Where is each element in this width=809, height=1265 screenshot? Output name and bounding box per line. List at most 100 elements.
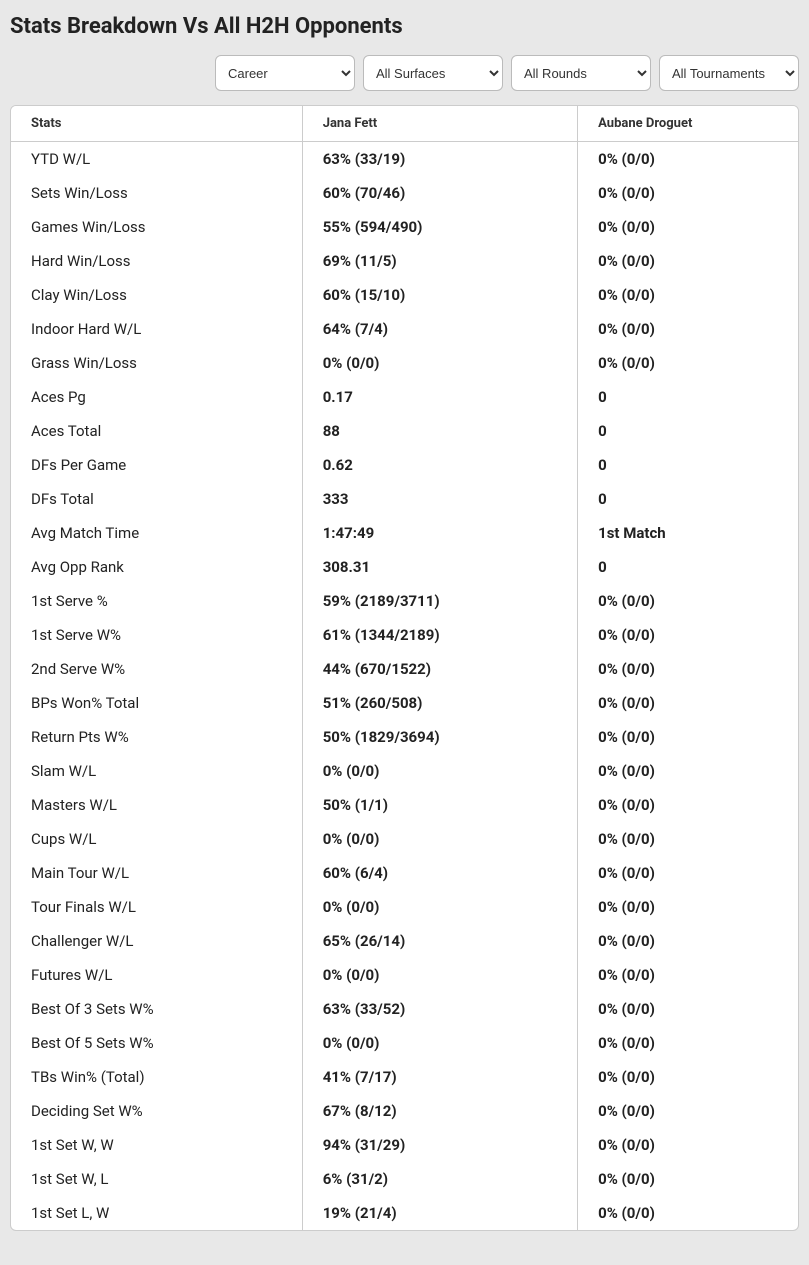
stat-player2-value: 0% (0/0): [578, 652, 798, 686]
table-row: Clay Win/Loss60% (15/10)0% (0/0): [11, 278, 798, 312]
table-row: 2nd Serve W%44% (670/1522)0% (0/0): [11, 652, 798, 686]
table-row: Slam W/L0% (0/0)0% (0/0): [11, 754, 798, 788]
stat-player1-value: 94% (31/29): [302, 1128, 577, 1162]
stat-label: Best Of 5 Sets W%: [11, 1026, 302, 1060]
table-row: 1st Set L, W19% (21/4)0% (0/0): [11, 1196, 798, 1230]
stat-player2-value: 0% (0/0): [578, 346, 798, 380]
stat-label: Games Win/Loss: [11, 210, 302, 244]
stats-table-card: Stats Jana Fett Aubane Droguet YTD W/L63…: [10, 105, 799, 1231]
stat-player2-value: 0% (0/0): [578, 1094, 798, 1128]
stat-player1-value: 60% (6/4): [302, 856, 577, 890]
filter-rounds-select[interactable]: All Rounds: [511, 55, 651, 91]
table-row: DFs Total3330: [11, 482, 798, 516]
stat-player1-value: 1:47:49: [302, 516, 577, 550]
stat-label: 1st Set L, W: [11, 1196, 302, 1230]
table-row: Masters W/L50% (1/1)0% (0/0): [11, 788, 798, 822]
stat-player1-value: 63% (33/52): [302, 992, 577, 1026]
filter-career-select[interactable]: Career: [215, 55, 355, 91]
stat-player1-value: 0% (0/0): [302, 822, 577, 856]
stat-label: Cups W/L: [11, 822, 302, 856]
table-row: Challenger W/L65% (26/14)0% (0/0): [11, 924, 798, 958]
stat-player2-value: 0% (0/0): [578, 244, 798, 278]
stat-label: Clay Win/Loss: [11, 278, 302, 312]
stat-label: DFs Per Game: [11, 448, 302, 482]
stat-player2-value: 0% (0/0): [578, 686, 798, 720]
stat-player1-value: 69% (11/5): [302, 244, 577, 278]
header-player1: Jana Fett: [302, 106, 577, 142]
header-player2: Aubane Droguet: [578, 106, 798, 142]
stat-player1-value: 6% (31/2): [302, 1162, 577, 1196]
table-row: Main Tour W/L60% (6/4)0% (0/0): [11, 856, 798, 890]
stat-player2-value: 0: [578, 414, 798, 448]
stat-label: Grass Win/Loss: [11, 346, 302, 380]
stat-player1-value: 19% (21/4): [302, 1196, 577, 1230]
stat-label: 1st Set W, W: [11, 1128, 302, 1162]
stat-label: Masters W/L: [11, 788, 302, 822]
table-row: Tour Finals W/L0% (0/0)0% (0/0): [11, 890, 798, 924]
table-row: Grass Win/Loss0% (0/0)0% (0/0): [11, 346, 798, 380]
stat-label: Main Tour W/L: [11, 856, 302, 890]
filter-surface-select[interactable]: All Surfaces: [363, 55, 503, 91]
stat-player1-value: 0% (0/0): [302, 754, 577, 788]
table-row: Games Win/Loss55% (594/490)0% (0/0): [11, 210, 798, 244]
stat-label: Challenger W/L: [11, 924, 302, 958]
stat-label: 1st Serve %: [11, 584, 302, 618]
table-row: 1st Serve %59% (2189/3711)0% (0/0): [11, 584, 798, 618]
stat-player2-value: 0% (0/0): [578, 278, 798, 312]
stat-player1-value: 44% (670/1522): [302, 652, 577, 686]
stat-player2-value: 0: [578, 380, 798, 414]
stat-player2-value: 0% (0/0): [578, 1060, 798, 1094]
stat-player1-value: 333: [302, 482, 577, 516]
table-row: DFs Per Game0.620: [11, 448, 798, 482]
stat-player1-value: 0.17: [302, 380, 577, 414]
table-row: Best Of 5 Sets W%0% (0/0)0% (0/0): [11, 1026, 798, 1060]
table-row: 1st Set W, L6% (31/2)0% (0/0): [11, 1162, 798, 1196]
stat-label: Slam W/L: [11, 754, 302, 788]
stat-label: Best Of 3 Sets W%: [11, 992, 302, 1026]
stat-player1-value: 60% (15/10): [302, 278, 577, 312]
stat-player1-value: 55% (594/490): [302, 210, 577, 244]
stat-player2-value: 0% (0/0): [578, 720, 798, 754]
stat-player2-value: 0% (0/0): [578, 856, 798, 890]
stat-player1-value: 88: [302, 414, 577, 448]
stat-label: Deciding Set W%: [11, 1094, 302, 1128]
stat-player2-value: 0% (0/0): [578, 958, 798, 992]
stat-player1-value: 59% (2189/3711): [302, 584, 577, 618]
stat-label: Aces Total: [11, 414, 302, 448]
stat-player2-value: 0% (0/0): [578, 992, 798, 1026]
stat-player1-value: 67% (8/12): [302, 1094, 577, 1128]
header-stats: Stats: [11, 106, 302, 142]
table-row: Cups W/L0% (0/0)0% (0/0): [11, 822, 798, 856]
stat-player2-value: 0: [578, 448, 798, 482]
stat-label: Avg Opp Rank: [11, 550, 302, 584]
page-title: Stats Breakdown Vs All H2H Opponents: [10, 14, 799, 39]
filter-bar: Career All Surfaces All Rounds All Tourn…: [10, 55, 799, 91]
stat-player2-value: 0% (0/0): [578, 584, 798, 618]
stat-label: Sets Win/Loss: [11, 176, 302, 210]
stat-player1-value: 65% (26/14): [302, 924, 577, 958]
stat-label: YTD W/L: [11, 142, 302, 177]
stat-player2-value: 1st Match: [578, 516, 798, 550]
stat-player1-value: 308.31: [302, 550, 577, 584]
stat-player1-value: 63% (33/19): [302, 142, 577, 177]
table-row: Aces Total880: [11, 414, 798, 448]
stat-label: 1st Serve W%: [11, 618, 302, 652]
stats-table: Stats Jana Fett Aubane Droguet YTD W/L63…: [11, 106, 798, 1230]
filter-tournament-select[interactable]: All Tournaments: [659, 55, 799, 91]
stat-label: Return Pts W%: [11, 720, 302, 754]
table-row: Avg Opp Rank308.310: [11, 550, 798, 584]
stat-label: 2nd Serve W%: [11, 652, 302, 686]
table-row: Aces Pg0.170: [11, 380, 798, 414]
stat-label: Futures W/L: [11, 958, 302, 992]
stat-player1-value: 0% (0/0): [302, 346, 577, 380]
stat-player2-value: 0% (0/0): [578, 822, 798, 856]
table-row: 1st Set W, W94% (31/29)0% (0/0): [11, 1128, 798, 1162]
table-row: Sets Win/Loss60% (70/46)0% (0/0): [11, 176, 798, 210]
stats-table-header-row: Stats Jana Fett Aubane Droguet: [11, 106, 798, 142]
table-row: Deciding Set W%67% (8/12)0% (0/0): [11, 1094, 798, 1128]
stat-player2-value: 0% (0/0): [578, 1128, 798, 1162]
table-row: Indoor Hard W/L64% (7/4)0% (0/0): [11, 312, 798, 346]
stat-player2-value: 0% (0/0): [578, 890, 798, 924]
table-row: Return Pts W%50% (1829/3694)0% (0/0): [11, 720, 798, 754]
stat-player2-value: 0% (0/0): [578, 924, 798, 958]
